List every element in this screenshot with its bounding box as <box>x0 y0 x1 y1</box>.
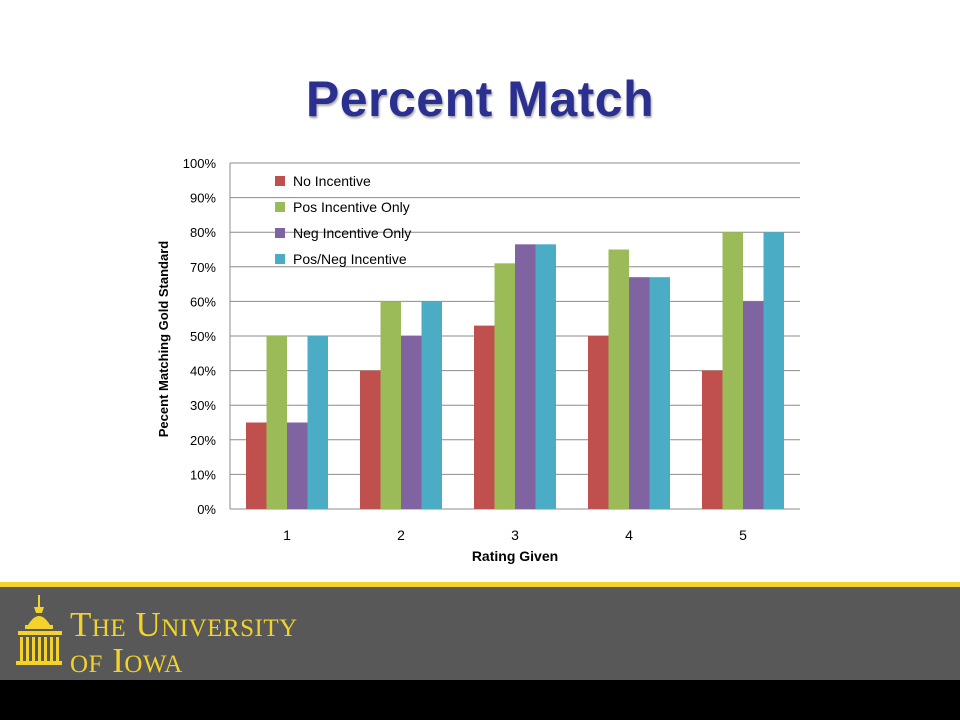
bar <box>287 422 308 509</box>
university-name: The University of Iowa <box>70 607 298 679</box>
y-tick-label: 60% <box>190 294 216 309</box>
legend-label: No Incentive <box>293 173 371 189</box>
y-tick-labels: 0% 10% 20% 30% 40% 50% 60% 70% 80% 90% 100% <box>183 156 217 517</box>
x-tick-label: 2 <box>397 527 405 543</box>
bar <box>608 249 629 509</box>
x-tick-label: 1 <box>283 527 291 543</box>
bar <box>401 336 422 509</box>
x-axis-label: Rating Given <box>472 548 558 564</box>
bar <box>360 370 381 509</box>
bar <box>494 263 515 509</box>
legend-label: Pos Incentive Only <box>293 199 410 215</box>
bar <box>588 336 609 509</box>
bar <box>307 336 328 509</box>
legend-swatch <box>275 228 285 238</box>
bar <box>266 336 287 509</box>
footer-black-band <box>0 680 960 720</box>
chart-bars <box>246 232 784 509</box>
bar <box>515 244 536 509</box>
y-tick-label: 0% <box>197 502 216 517</box>
footer-band <box>0 587 960 680</box>
y-tick-label: 10% <box>190 467 216 482</box>
y-tick-label: 30% <box>190 398 216 413</box>
chart-legend: No Incentive Pos Incentive Only Neg Incent… <box>275 173 411 267</box>
bar <box>421 301 442 509</box>
university-name-line2: of Iowa <box>70 641 183 680</box>
bar <box>702 370 723 509</box>
slide-title: Percent Match <box>305 71 655 127</box>
x-tick-label: 4 <box>625 527 633 543</box>
bar <box>649 277 670 509</box>
legend-label: Pos/Neg Incentive <box>293 251 407 267</box>
footer-gold-stripe <box>0 582 960 587</box>
bar <box>474 325 495 509</box>
x-tick-labels: 1 2 3 4 5 <box>283 527 747 543</box>
y-tick-label: 40% <box>190 364 216 379</box>
bar <box>743 301 764 509</box>
y-tick-label: 90% <box>190 191 216 206</box>
bar <box>246 422 267 509</box>
x-tick-label: 5 <box>739 527 747 543</box>
legend-swatch <box>275 254 285 264</box>
y-tick-label: 80% <box>190 225 216 240</box>
y-tick-label: 20% <box>190 433 216 448</box>
university-name-line1: The University <box>70 605 298 644</box>
bar <box>722 232 743 509</box>
y-tick-label: 70% <box>190 260 216 275</box>
legend-swatch <box>275 202 285 212</box>
y-axis-label: Pecent Matching Gold Standard <box>156 241 171 438</box>
y-tick-label: 50% <box>190 329 216 344</box>
legend-label: Neg Incentive Only <box>293 225 411 241</box>
bar <box>629 277 650 509</box>
y-tick-label: 100% <box>183 156 217 171</box>
x-tick-label: 3 <box>511 527 519 543</box>
bar <box>380 301 401 509</box>
legend-swatch <box>275 176 285 186</box>
old-capitol-logo-icon <box>16 595 62 665</box>
bar <box>763 232 784 509</box>
bar <box>535 244 556 509</box>
